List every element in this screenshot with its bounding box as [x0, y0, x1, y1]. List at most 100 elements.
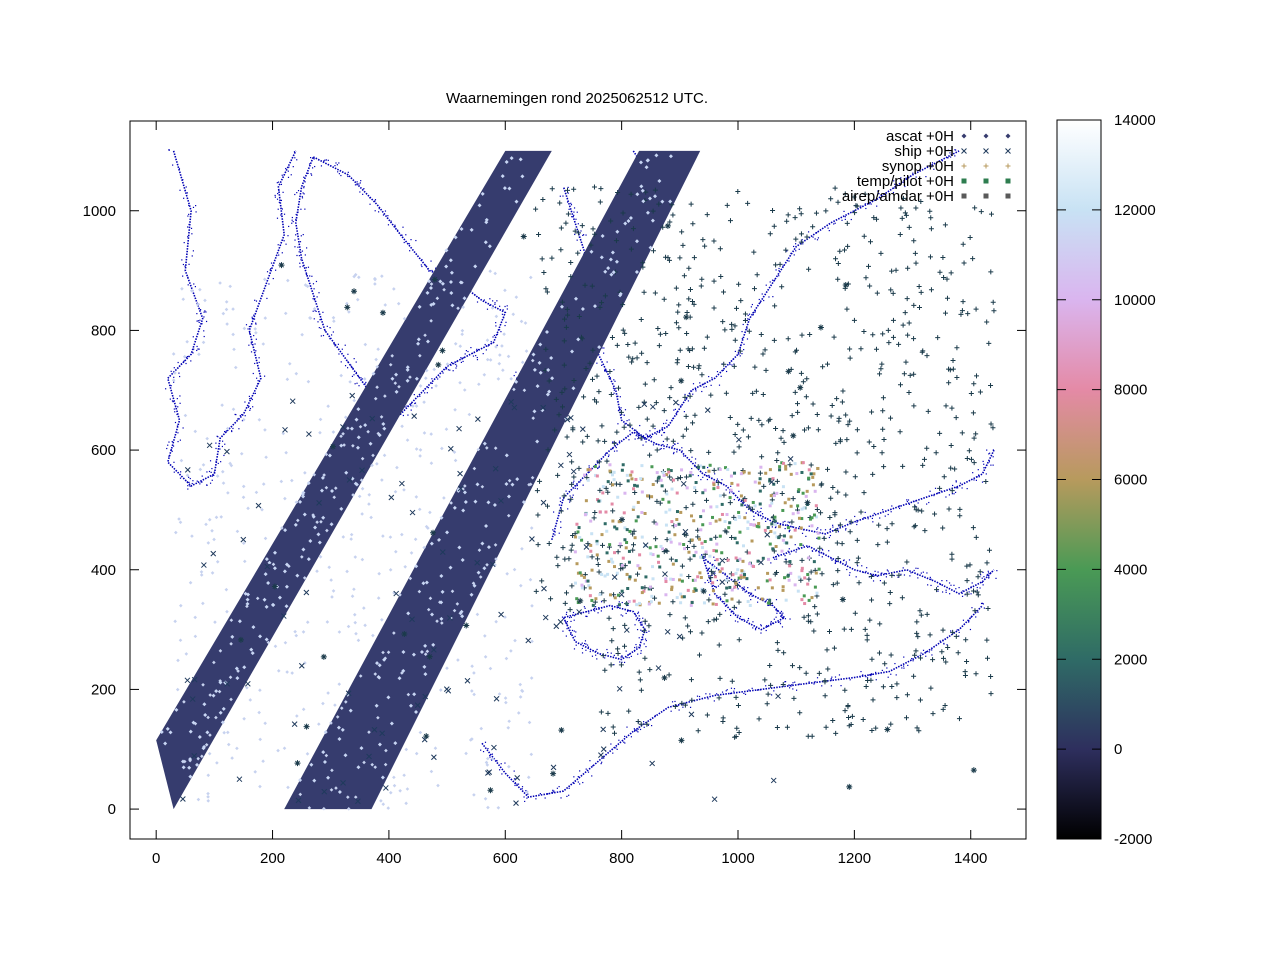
ascat-marker — [404, 801, 408, 806]
coastline-dot — [625, 612, 627, 615]
ship-marker — [411, 413, 418, 419]
ship-marker — [680, 480, 687, 487]
coastline-dot — [741, 330, 743, 333]
ascat-marker — [285, 377, 290, 382]
synop-marker — [940, 525, 946, 531]
synop-marker — [833, 440, 839, 446]
airep-marker — [815, 591, 819, 595]
ascat-marker — [199, 573, 204, 577]
airep-marker — [647, 602, 651, 606]
synop-marker — [789, 663, 795, 669]
synop-marker — [556, 412, 562, 418]
ascat-marker — [326, 691, 330, 695]
synop-marker — [842, 191, 848, 197]
coastline-dot — [556, 787, 558, 789]
airep-marker — [795, 472, 799, 476]
ascat-marker — [504, 700, 508, 705]
coastline-dot — [283, 240, 285, 242]
ascat-marker — [236, 669, 240, 673]
airep-marker — [753, 480, 757, 484]
coastline-dot — [834, 676, 837, 678]
synop-marker — [588, 242, 594, 248]
airep-marker — [699, 515, 703, 519]
ascat-marker — [206, 541, 211, 545]
synop-marker — [837, 522, 843, 528]
synop-marker — [795, 409, 801, 415]
synop-marker — [835, 260, 841, 266]
airep-marker — [773, 515, 777, 519]
coastline-dot — [208, 470, 211, 473]
ascat-marker — [472, 466, 477, 471]
ascat-marker — [282, 569, 287, 574]
synop-marker — [721, 492, 727, 498]
coastline-dot — [566, 201, 569, 203]
coastline-dot — [288, 225, 290, 228]
synop-marker — [880, 395, 886, 401]
ascat-marker — [408, 703, 413, 708]
ascat-marker — [221, 481, 226, 485]
coastline-dot — [476, 348, 478, 350]
ascat-marker — [354, 631, 358, 636]
airep-marker — [687, 550, 691, 554]
ascat-marker — [229, 618, 234, 623]
coastline-dot — [276, 217, 279, 219]
ascat-marker — [187, 765, 192, 770]
ascat-marker — [530, 475, 535, 480]
coastline-dot — [178, 168, 181, 170]
coastline-dot — [955, 149, 957, 151]
coastline-dot — [251, 318, 254, 320]
coastline-dot — [953, 584, 955, 586]
airep-marker — [750, 539, 754, 543]
coastline-dot — [778, 267, 780, 270]
ascat-marker — [300, 332, 304, 337]
ascat-marker — [418, 730, 423, 735]
coastline-dot — [547, 793, 549, 795]
ascat-marker — [181, 765, 186, 770]
ascat-marker — [528, 482, 533, 487]
airep-marker — [817, 536, 821, 540]
ascat-marker — [397, 384, 401, 389]
coastline-dot — [930, 578, 932, 580]
ascat-marker — [284, 562, 289, 567]
airep-marker — [816, 531, 820, 535]
synop-marker — [887, 590, 893, 596]
airep-marker — [814, 571, 818, 575]
ascat-marker — [245, 685, 249, 690]
synop-marker — [602, 438, 608, 444]
airep-marker — [577, 526, 581, 530]
synop-marker — [668, 385, 674, 391]
coastline-dot — [978, 476, 980, 478]
coastline-dot — [955, 588, 957, 590]
coastline-dot — [740, 345, 742, 347]
coastline-dot — [559, 195, 561, 197]
coastline-dot — [740, 619, 742, 621]
coastline-dot — [752, 312, 754, 314]
coastline-dot — [879, 580, 882, 582]
ascat-marker — [196, 756, 200, 761]
coastline-dot — [185, 362, 187, 365]
airep-marker — [651, 553, 655, 557]
synop-marker — [828, 495, 834, 501]
synop-marker — [618, 662, 624, 668]
coastline-dot — [649, 430, 651, 432]
synop-marker — [911, 371, 917, 377]
synop-marker — [916, 283, 922, 289]
airep-marker — [701, 523, 705, 527]
coastline-dot — [640, 629, 642, 631]
ship-marker — [611, 574, 618, 581]
airep-marker — [768, 468, 772, 472]
synop-marker — [988, 691, 994, 697]
coastline-dot — [639, 647, 641, 649]
coastline-dot — [617, 395, 619, 397]
airep-marker — [692, 554, 696, 558]
synop-marker — [797, 710, 803, 716]
coastline-dot — [503, 317, 505, 319]
ascat-marker — [276, 748, 280, 753]
synop-marker — [947, 367, 953, 373]
airep-marker — [757, 525, 761, 529]
coastline-dot — [624, 742, 626, 744]
ascat-marker — [435, 619, 439, 623]
coastline-dot — [752, 314, 755, 316]
ascat-marker — [529, 676, 534, 680]
coastline-dot — [859, 676, 861, 678]
